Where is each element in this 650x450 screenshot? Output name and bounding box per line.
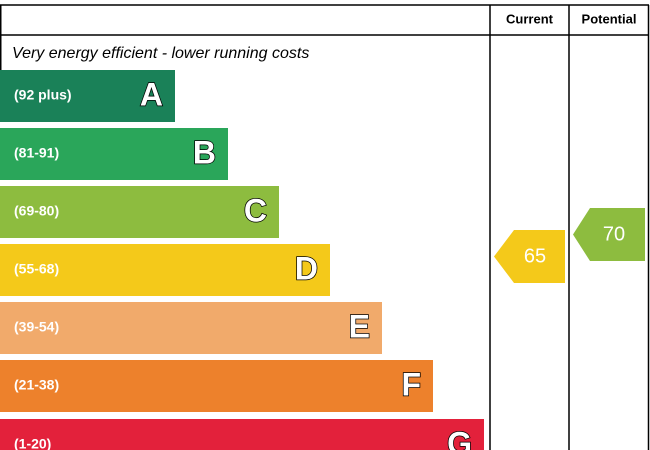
band-letter: G: [447, 425, 472, 450]
band-range: (81-91): [14, 145, 59, 161]
current-score: 65: [524, 245, 546, 267]
top-text: Very energy efficient - lower running co…: [12, 45, 309, 62]
band-bar: [0, 244, 330, 296]
current-arrow: [494, 230, 565, 283]
band-bar: [0, 419, 484, 450]
band-bar: [0, 360, 433, 412]
potential-arrow: [573, 208, 645, 261]
band-range: (1-20): [14, 436, 51, 450]
band-range: (21-38): [14, 377, 59, 393]
band-letter: F: [401, 366, 421, 402]
band-bar: [0, 186, 279, 238]
band-range: (69-80): [14, 203, 59, 219]
band-range: (92 plus): [14, 87, 72, 103]
band-letter: D: [295, 250, 318, 286]
potential-score: 70: [603, 223, 625, 245]
band-range: (55-68): [14, 261, 59, 277]
band-letter: A: [140, 76, 163, 112]
band-bar: [0, 128, 228, 180]
band-letter: E: [349, 308, 370, 344]
band-bar: [0, 70, 175, 122]
band-range: (39-54): [14, 319, 59, 335]
potential-header: Potential: [582, 11, 637, 26]
band-letter: C: [244, 192, 267, 228]
band-letter: B: [193, 134, 216, 170]
table-frame: [0, 4, 650, 450]
bands: (92 plus) A (81-91) B (69-80) C (55-68) D (39-54…: [0, 70, 484, 450]
current-header: Current: [506, 11, 554, 26]
band-bar: [0, 302, 382, 354]
